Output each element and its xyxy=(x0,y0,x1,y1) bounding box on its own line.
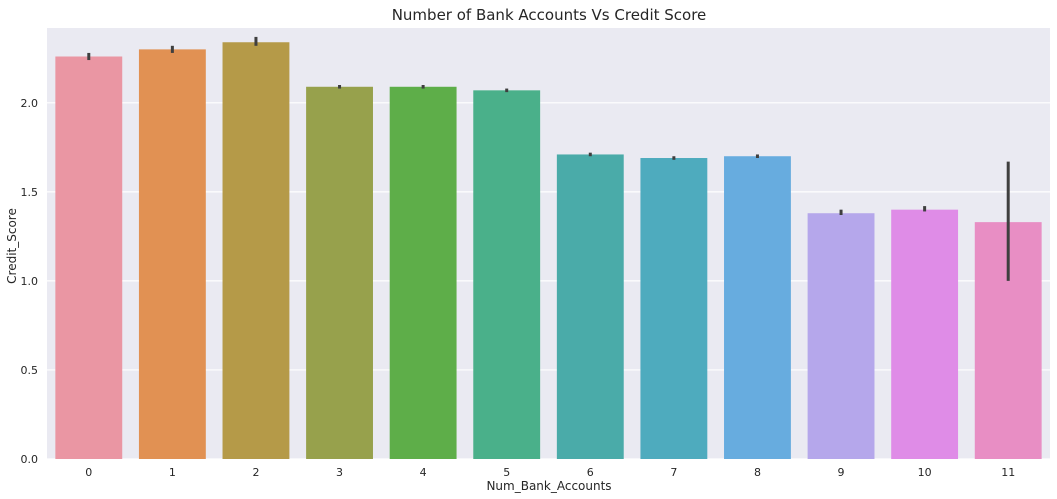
bar-3 xyxy=(306,86,373,459)
error-bars xyxy=(87,36,1010,281)
x-tick-label: 10 xyxy=(918,466,932,479)
x-tick-label: 4 xyxy=(420,466,427,479)
y-tick-labels: 0.0 0.5 1.0 1.5 2.0 xyxy=(21,97,39,466)
y-tick-label: 0.0 xyxy=(21,453,39,466)
x-tick-label: 2 xyxy=(252,466,259,479)
bar-9 xyxy=(807,213,875,459)
x-tick-label: 7 xyxy=(670,466,677,479)
bar-5 xyxy=(473,90,541,459)
y-axis-label: Credit_Score xyxy=(5,208,19,284)
bar-0 xyxy=(55,56,123,459)
x-tick-label: 1 xyxy=(169,466,176,479)
y-tick-label: 1.0 xyxy=(21,275,39,288)
x-tick-label: 9 xyxy=(838,466,845,479)
plot-area xyxy=(47,28,1050,459)
bar-6 xyxy=(556,154,624,459)
x-tick-label: 5 xyxy=(503,466,510,479)
x-axis-label: Num_Bank_Accounts xyxy=(486,479,611,493)
chart-title: Number of Bank Accounts Vs Credit Score xyxy=(392,6,707,24)
x-tick-label: 8 xyxy=(754,466,761,479)
x-tick-label: 11 xyxy=(1001,466,1015,479)
grid-lines xyxy=(47,102,1050,460)
bar-2 xyxy=(222,42,290,460)
y-tick-label: 2.0 xyxy=(21,97,39,110)
y-tick-label: 1.5 xyxy=(21,186,39,199)
y-tick-label: 0.5 xyxy=(21,364,39,377)
bars xyxy=(55,42,1042,460)
bar-7 xyxy=(640,158,708,459)
x-tick-label: 6 xyxy=(587,466,594,479)
bar-4 xyxy=(389,86,457,459)
bar-10 xyxy=(891,209,959,459)
x-tick-label: 0 xyxy=(85,466,92,479)
x-tick-label: 3 xyxy=(336,466,343,479)
bar-1 xyxy=(138,49,206,460)
x-tick-labels: 0 1 2 3 4 5 6 7 8 9 10 11 xyxy=(85,466,1015,479)
bar-8 xyxy=(724,156,791,460)
